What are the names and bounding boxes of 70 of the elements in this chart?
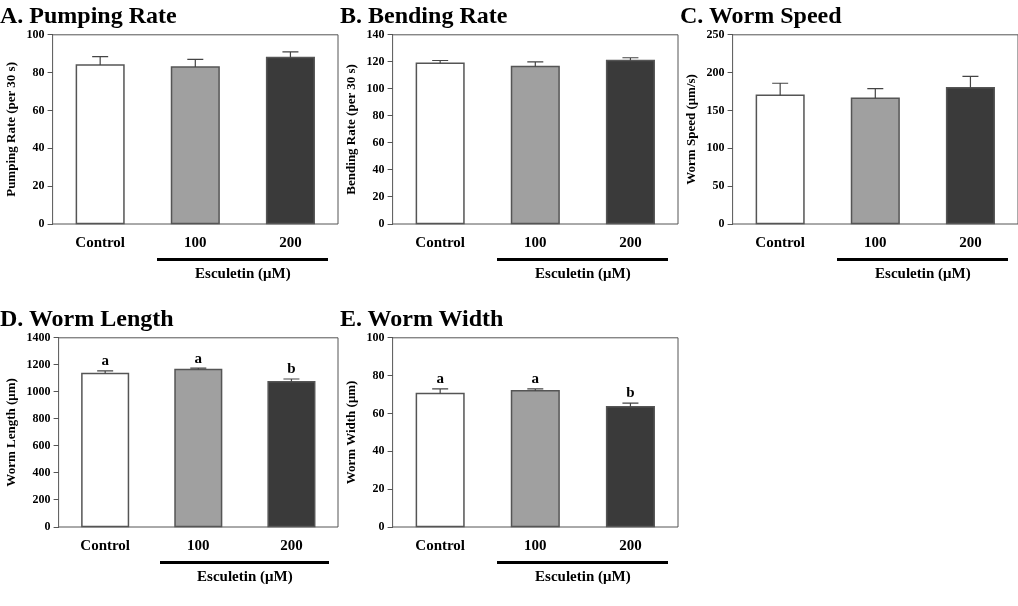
y-tick-label: 0 bbox=[44, 519, 51, 534]
y-tick-label: 140 bbox=[366, 26, 385, 41]
y-tick-label: 60 bbox=[372, 405, 385, 420]
y-tick-label: 80 bbox=[372, 107, 385, 122]
y-axis-title: Worm Length (μm) bbox=[3, 378, 19, 487]
y-tick-label: 0 bbox=[378, 519, 385, 534]
x-tick-label: Control bbox=[415, 233, 466, 250]
y-tick-label: 20 bbox=[372, 189, 385, 204]
x-tick-label: 200 bbox=[279, 233, 302, 250]
y-tick-label: 120 bbox=[366, 53, 385, 68]
x-tick-label: 200 bbox=[619, 536, 642, 553]
annotation: a bbox=[101, 352, 110, 369]
x-axis-title: Esculetin (μM) bbox=[195, 264, 291, 282]
chart-title: A. Pumping Rate bbox=[0, 1, 178, 28]
y-tick-label: 150 bbox=[706, 102, 725, 117]
x-tick-label: Control bbox=[755, 233, 806, 250]
x-tick-label: Control bbox=[80, 536, 131, 553]
y-tick-label: 800 bbox=[32, 410, 51, 425]
y-tick-label: 600 bbox=[32, 438, 51, 453]
chart-title: C. Worm Speed bbox=[680, 1, 843, 28]
x-axis-title: Esculetin (μM) bbox=[535, 567, 631, 585]
y-tick-label: 60 bbox=[372, 135, 385, 150]
chart-title: E. Worm Width bbox=[340, 304, 504, 331]
y-tick-label: 0 bbox=[378, 216, 385, 231]
y-tick-label: 40 bbox=[372, 162, 385, 177]
annotation: a bbox=[531, 370, 540, 387]
y-tick-label: 1400 bbox=[26, 329, 51, 344]
y-tick-label: 1000 bbox=[26, 383, 51, 398]
x-tick-label: 200 bbox=[280, 536, 303, 553]
annotation: b bbox=[287, 360, 296, 377]
x-tick-label: 200 bbox=[619, 233, 642, 250]
y-axis-title: Bending Rate (per 30 s) bbox=[343, 64, 359, 195]
y-axis-title: Pumping Rate (per 30 s) bbox=[3, 61, 19, 197]
chart-title: B. Bending Rate bbox=[340, 1, 508, 28]
y-tick-label: 100 bbox=[26, 26, 45, 41]
x-tick-label: 100 bbox=[524, 233, 547, 250]
y-axis-title: Worm Width (μm) bbox=[343, 380, 359, 485]
x-tick-label: 100 bbox=[524, 536, 547, 553]
y-tick-label: 50 bbox=[712, 178, 725, 193]
y-tick-label: 40 bbox=[32, 140, 45, 155]
x-axis-title: Esculetin (μM) bbox=[197, 567, 293, 585]
y-tick-label: 0 bbox=[38, 216, 45, 231]
x-axis-title: Esculetin (μM) bbox=[535, 264, 631, 282]
annotation: a bbox=[194, 349, 203, 366]
y-tick-label: 250 bbox=[706, 26, 725, 41]
y-tick-label: 200 bbox=[32, 492, 51, 507]
y-tick-label: 20 bbox=[32, 178, 45, 193]
x-tick-label: Control bbox=[415, 536, 466, 553]
y-tick-label: 60 bbox=[32, 102, 45, 117]
y-tick-label: 1200 bbox=[26, 356, 51, 371]
annotation: a bbox=[436, 370, 445, 387]
annotation: b bbox=[626, 384, 635, 401]
y-axis-title: Worm Speed (μm/s) bbox=[683, 74, 699, 185]
y-tick-label: 100 bbox=[366, 329, 385, 344]
x-tick-label: 100 bbox=[864, 233, 887, 250]
y-tick-label: 80 bbox=[32, 64, 45, 79]
chart-title: D. Worm Length bbox=[0, 304, 174, 331]
y-tick-label: 200 bbox=[706, 64, 725, 79]
y-tick-label: 0 bbox=[718, 216, 725, 231]
y-tick-label: 100 bbox=[366, 80, 385, 95]
x-tick-label: 100 bbox=[187, 536, 210, 553]
x-tick-label: 200 bbox=[959, 233, 982, 250]
y-tick-label: 100 bbox=[706, 140, 725, 155]
y-tick-label: 400 bbox=[32, 465, 51, 480]
x-axis-title: Esculetin (μM) bbox=[875, 264, 971, 282]
x-tick-label: 100 bbox=[184, 233, 207, 250]
y-tick-label: 80 bbox=[372, 367, 385, 382]
y-tick-label: 40 bbox=[372, 443, 385, 458]
y-tick-label: 20 bbox=[372, 481, 385, 496]
x-tick-label: Control bbox=[75, 233, 126, 250]
